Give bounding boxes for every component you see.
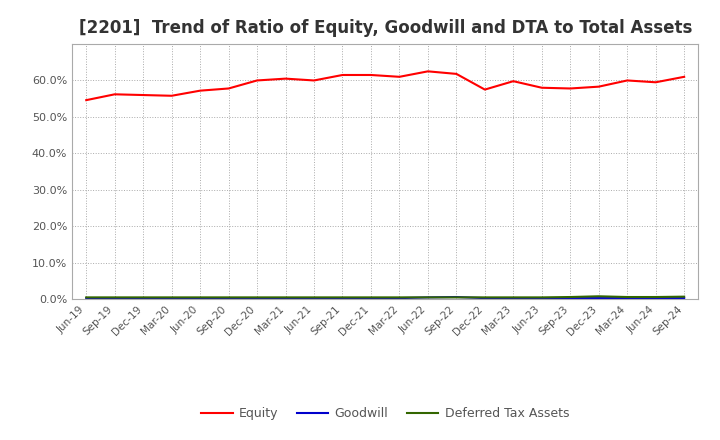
- Deferred Tax Assets: [623, 294, 631, 300]
- Equity: [82, 98, 91, 103]
- Goodwill: [167, 296, 176, 301]
- Deferred Tax Assets: [282, 295, 290, 300]
- Equity: [225, 86, 233, 91]
- Deferred Tax Assets: [395, 295, 404, 300]
- Goodwill: [480, 296, 489, 301]
- Equity: [623, 78, 631, 83]
- Deferred Tax Assets: [509, 295, 518, 300]
- Equity: [452, 71, 461, 77]
- Deferred Tax Assets: [110, 295, 119, 300]
- Equity: [253, 78, 261, 83]
- Equity: [566, 86, 575, 91]
- Goodwill: [196, 296, 204, 301]
- Equity: [652, 80, 660, 85]
- Goodwill: [82, 296, 91, 301]
- Equity: [680, 74, 688, 80]
- Line: Deferred Tax Assets: Deferred Tax Assets: [86, 296, 684, 297]
- Deferred Tax Assets: [82, 295, 91, 300]
- Equity: [509, 79, 518, 84]
- Equity: [110, 92, 119, 97]
- Deferred Tax Assets: [452, 295, 461, 300]
- Goodwill: [310, 296, 318, 301]
- Deferred Tax Assets: [366, 295, 375, 300]
- Goodwill: [652, 296, 660, 301]
- Deferred Tax Assets: [139, 295, 148, 300]
- Goodwill: [537, 296, 546, 301]
- Goodwill: [282, 296, 290, 301]
- Deferred Tax Assets: [310, 295, 318, 300]
- Goodwill: [225, 296, 233, 301]
- Goodwill: [680, 296, 688, 301]
- Deferred Tax Assets: [196, 295, 204, 300]
- Equity: [595, 84, 603, 89]
- Equity: [196, 88, 204, 93]
- Equity: [167, 93, 176, 99]
- Equity: [310, 78, 318, 83]
- Deferred Tax Assets: [680, 294, 688, 299]
- Goodwill: [509, 296, 518, 301]
- Deferred Tax Assets: [595, 293, 603, 299]
- Legend: Equity, Goodwill, Deferred Tax Assets: Equity, Goodwill, Deferred Tax Assets: [197, 403, 574, 425]
- Goodwill: [452, 294, 461, 300]
- Goodwill: [595, 296, 603, 301]
- Deferred Tax Assets: [167, 295, 176, 300]
- Line: Equity: Equity: [86, 71, 684, 100]
- Deferred Tax Assets: [338, 295, 347, 300]
- Goodwill: [395, 296, 404, 301]
- Equity: [139, 92, 148, 98]
- Goodwill: [139, 296, 148, 301]
- Equity: [338, 72, 347, 77]
- Deferred Tax Assets: [253, 295, 261, 300]
- Goodwill: [423, 295, 432, 300]
- Goodwill: [366, 296, 375, 301]
- Equity: [537, 85, 546, 90]
- Equity: [282, 76, 290, 81]
- Goodwill: [338, 296, 347, 301]
- Equity: [395, 74, 404, 80]
- Goodwill: [253, 296, 261, 301]
- Deferred Tax Assets: [652, 294, 660, 300]
- Deferred Tax Assets: [225, 295, 233, 300]
- Deferred Tax Assets: [480, 295, 489, 300]
- Line: Goodwill: Goodwill: [86, 297, 684, 298]
- Deferred Tax Assets: [566, 294, 575, 300]
- Equity: [423, 69, 432, 74]
- Deferred Tax Assets: [537, 295, 546, 300]
- Title: [2201]  Trend of Ratio of Equity, Goodwill and DTA to Total Assets: [2201] Trend of Ratio of Equity, Goodwil…: [78, 19, 692, 37]
- Equity: [366, 72, 375, 77]
- Goodwill: [623, 296, 631, 301]
- Goodwill: [566, 296, 575, 301]
- Equity: [480, 87, 489, 92]
- Deferred Tax Assets: [423, 295, 432, 300]
- Goodwill: [110, 296, 119, 301]
